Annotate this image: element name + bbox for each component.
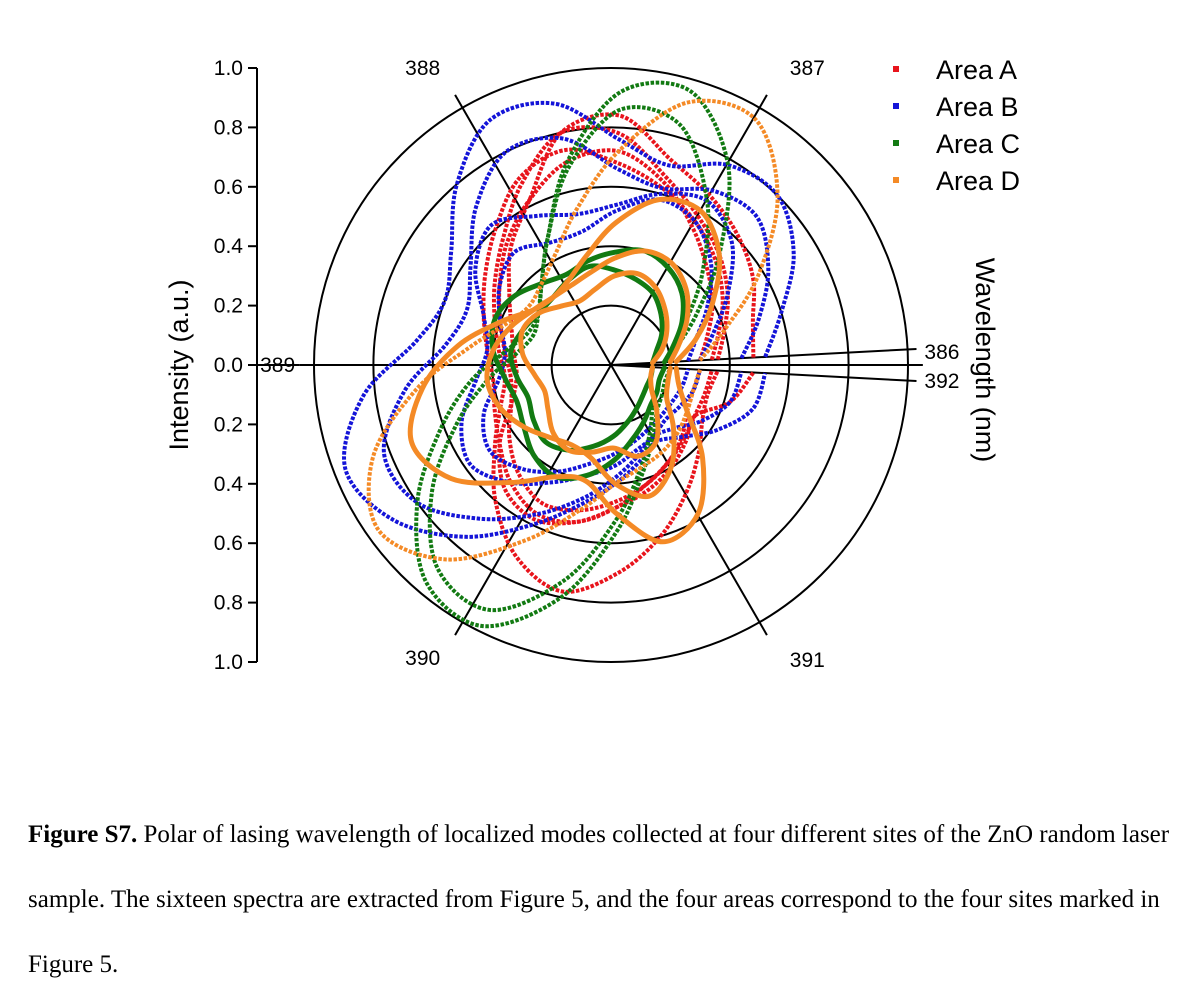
series-area-b-7 xyxy=(459,191,736,486)
series-area-c-11 xyxy=(489,247,686,482)
angular-axis-title: Wavelength (nm) xyxy=(970,258,1000,463)
legend-entry-3: Area C xyxy=(936,129,1020,159)
caption-text: Polar of lasing wavelength of localized … xyxy=(28,821,1170,978)
radial-axis-title: Intensity (a.u.) xyxy=(164,279,194,450)
series-area-d-16 xyxy=(518,270,670,459)
radial-tick-label: 0.2 xyxy=(214,413,243,436)
radial-tick-label: 0.0 xyxy=(214,354,243,377)
spoke-labels: 386 387 388 389 390 391 392 xyxy=(260,57,959,672)
legend-marker-2 xyxy=(893,103,899,109)
radial-tick-label: 0.2 xyxy=(214,295,243,318)
radial-tick-label: 0.4 xyxy=(214,473,244,496)
legend-marker-3 xyxy=(893,140,899,146)
radial-tick-label: 0.6 xyxy=(214,176,243,199)
spoke-label-388: 388 xyxy=(405,57,440,80)
legend-entry-2: Area B xyxy=(936,92,1019,122)
caption-label: Figure S7. xyxy=(28,821,138,848)
series-area-c-10 xyxy=(427,105,711,613)
polar-chart: 1.0 0.8 0.6 0.4 0.2 0.0 0.2 0.4 0.6 0.8 1.0 386 387… xyxy=(164,55,1020,674)
figure-caption: Figure S7. Polar of lasing wavelength of… xyxy=(28,802,1178,997)
legend-entry-1: Area A xyxy=(936,55,1017,85)
radial-axis: 1.0 0.8 0.6 0.4 0.2 0.0 0.2 0.4 0.6 0.8 1.0 xyxy=(214,57,300,674)
radial-tick-label: 0.8 xyxy=(214,116,243,139)
series-area-d-14 xyxy=(407,196,723,545)
series-layer xyxy=(342,80,796,629)
legend-marker-4 xyxy=(893,177,899,183)
series-area-d-15 xyxy=(484,248,691,500)
spoke-label-392: 392 xyxy=(924,370,959,393)
radial-tick-label: 1.0 xyxy=(214,57,243,80)
legend-marker-1 xyxy=(893,66,899,72)
spoke-387 xyxy=(610,94,768,366)
radial-tick-label: 0.6 xyxy=(214,532,243,555)
spoke-388 xyxy=(454,94,612,366)
radial-tick-label: 1.0 xyxy=(214,651,243,674)
spoke-label-387: 387 xyxy=(790,57,825,80)
legend-entry-4: Area D xyxy=(936,166,1020,196)
legend: Area A Area B Area C Area D xyxy=(893,55,1020,196)
series-area-d-13 xyxy=(366,98,780,562)
spoke-label-389: 389 xyxy=(260,354,295,377)
series-area-a-3 xyxy=(497,148,715,513)
radial-tick-label: 0.4 xyxy=(214,235,244,258)
series-area-c-12 xyxy=(508,263,665,453)
spoke-label-386: 386 xyxy=(924,341,959,364)
radial-tick-label: 0.8 xyxy=(214,592,243,615)
spoke-390 xyxy=(454,364,612,636)
series-area-a-2 xyxy=(491,125,730,594)
spoke-label-390: 390 xyxy=(405,647,440,670)
spoke-label-391: 391 xyxy=(790,649,825,672)
